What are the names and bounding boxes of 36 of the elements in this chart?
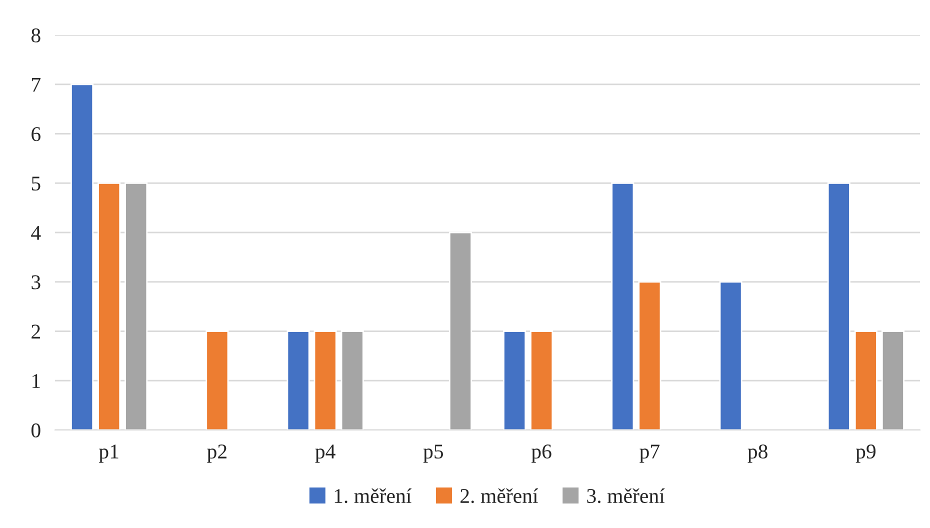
legend-label: 3. měření [587, 488, 665, 504]
y-tick-label: 8 [31, 28, 40, 42]
bar [286, 330, 310, 430]
bar [827, 182, 850, 430]
bar [611, 182, 634, 430]
y-tick-label: 0 [31, 423, 40, 438]
x-tick-label: p1 [98, 444, 118, 463]
x-tick-label: p6 [531, 444, 552, 463]
bar [881, 330, 904, 430]
y-tick-label: 5 [32, 176, 40, 191]
legend-label: 1. měření [334, 488, 412, 504]
bar [70, 84, 94, 430]
bar [98, 182, 121, 430]
bar [638, 281, 662, 430]
x-tick-label: p8 [748, 444, 768, 463]
bar [503, 330, 526, 430]
bar [854, 330, 878, 430]
bar [206, 330, 229, 430]
y-tick-label: 2 [32, 324, 40, 338]
bar [314, 330, 337, 430]
legend-label: 2. měření [460, 488, 538, 504]
x-tick-label: p7 [640, 444, 660, 463]
bar [340, 330, 364, 430]
x-tick-label: p9 [856, 444, 876, 463]
y-tick-label: 4 [31, 226, 41, 240]
bar [530, 330, 554, 430]
x-tick-label: p2 [207, 444, 226, 463]
bar [448, 232, 472, 430]
bar [124, 182, 148, 430]
x-tick-label: p5 [423, 444, 444, 463]
y-tick-label: 6 [32, 127, 40, 142]
y-tick-label: 7 [32, 78, 41, 92]
y-tick-label: 1 [32, 374, 40, 388]
bar [719, 281, 742, 430]
x-tick-label: p4 [315, 444, 336, 463]
y-tick-label: 3 [32, 275, 40, 290]
